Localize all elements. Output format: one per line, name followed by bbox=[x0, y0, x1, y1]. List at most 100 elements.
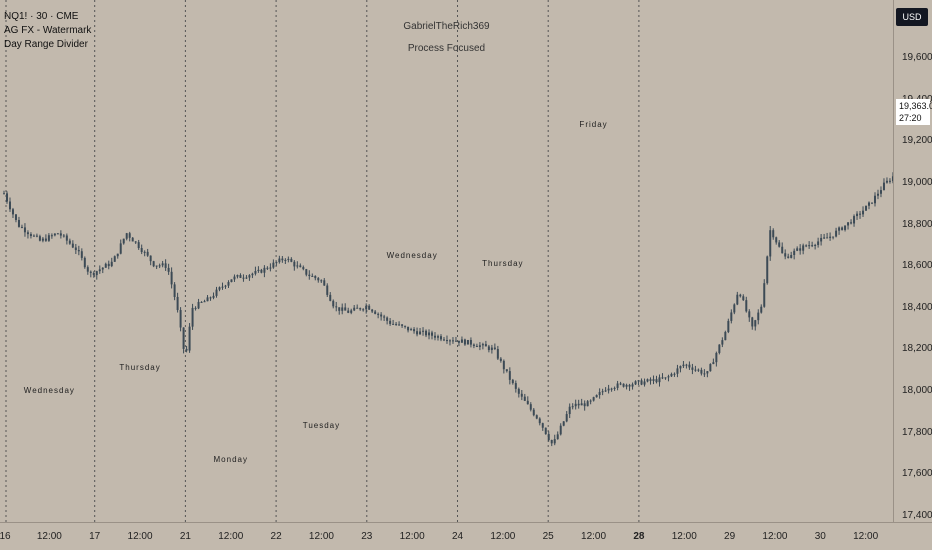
candle-body bbox=[766, 256, 769, 284]
candle-body bbox=[718, 344, 721, 353]
candle-body bbox=[550, 439, 553, 444]
candle-body bbox=[568, 406, 571, 415]
candle-body bbox=[715, 352, 718, 363]
price-scale[interactable]: 19,600.0019,400.0019,200.0019,000.0018,8… bbox=[893, 0, 932, 522]
candle-body bbox=[278, 258, 281, 263]
candle-body bbox=[604, 390, 607, 392]
candle-body bbox=[170, 271, 173, 285]
candle-body bbox=[122, 238, 125, 244]
candle-body bbox=[673, 373, 676, 375]
candle-body bbox=[89, 271, 92, 273]
candle-body bbox=[688, 364, 691, 368]
candle-body bbox=[637, 380, 640, 382]
candle-body bbox=[778, 242, 781, 247]
candle-body bbox=[281, 258, 284, 261]
candle-body bbox=[209, 297, 212, 299]
candle-body bbox=[700, 369, 703, 374]
candle-body bbox=[395, 323, 398, 325]
candle-body bbox=[131, 237, 134, 242]
currency-button[interactable]: USD bbox=[896, 8, 928, 26]
candle-body bbox=[460, 339, 463, 343]
day-label: Wednesday bbox=[386, 250, 438, 260]
candle-body bbox=[419, 331, 422, 335]
candle-body bbox=[86, 267, 89, 272]
chart-area[interactable]: NQ1! · 30 · CME AG FX - Watermark Day Ra… bbox=[0, 0, 932, 522]
candle-body bbox=[338, 307, 341, 311]
indicator-divider-label[interactable]: Day Range Divider bbox=[4, 39, 88, 50]
candle-body bbox=[829, 236, 832, 238]
price-tick-label: 18,800.00 bbox=[902, 218, 932, 230]
candle-body bbox=[496, 349, 499, 359]
candle-body bbox=[323, 280, 326, 286]
candle-body bbox=[691, 367, 694, 370]
time-scale[interactable]: 16 12:00 17 12:00 21 12:00 22 12:00 23 12:00 24 12:… bbox=[0, 522, 932, 550]
candle-body bbox=[526, 400, 529, 405]
candle-body bbox=[784, 253, 787, 257]
candle-body bbox=[425, 330, 428, 336]
candle-body bbox=[161, 263, 164, 266]
candle-body bbox=[311, 275, 314, 277]
candle-body bbox=[508, 371, 511, 380]
candle-body bbox=[296, 265, 299, 267]
candle-body bbox=[320, 280, 323, 282]
candle-body bbox=[754, 320, 757, 327]
time-tick-label: 12:00 bbox=[127, 531, 153, 542]
day-label: Monday bbox=[213, 454, 248, 464]
candle-body bbox=[832, 236, 835, 238]
candle-body bbox=[448, 340, 451, 342]
candle-body bbox=[248, 275, 251, 278]
candle-body bbox=[514, 383, 517, 389]
candle-body bbox=[835, 230, 838, 237]
candle-body bbox=[26, 232, 29, 235]
candle-body bbox=[658, 377, 661, 383]
candle-body bbox=[760, 306, 763, 313]
candle-body bbox=[694, 369, 697, 371]
candle-body bbox=[194, 307, 197, 309]
candle-body bbox=[59, 233, 62, 236]
candle-body bbox=[65, 235, 68, 241]
candle-body bbox=[113, 256, 116, 262]
candle-body bbox=[457, 340, 460, 343]
candle-body bbox=[873, 195, 876, 204]
candle-body bbox=[634, 381, 637, 385]
time-tick-label: 28 bbox=[633, 531, 645, 542]
candle-body bbox=[110, 261, 113, 267]
time-tick-label: 12:00 bbox=[581, 531, 607, 542]
candle-body bbox=[356, 307, 359, 309]
candle-body bbox=[454, 340, 457, 342]
price-tick-label: 17,400.00 bbox=[902, 510, 932, 521]
candle-body bbox=[532, 409, 535, 416]
candle-body bbox=[173, 284, 176, 297]
candle-body bbox=[562, 421, 565, 426]
candle-body bbox=[107, 263, 110, 267]
candle-body bbox=[389, 320, 392, 324]
candle-body bbox=[284, 259, 287, 261]
candle-body bbox=[607, 388, 610, 391]
candle-body bbox=[466, 339, 469, 345]
candle-body bbox=[227, 282, 230, 286]
candle-body bbox=[811, 245, 814, 247]
candle-body bbox=[422, 330, 425, 332]
candle-body bbox=[493, 347, 496, 350]
candle-body bbox=[847, 222, 850, 226]
price-tick-label: 18,600.00 bbox=[902, 260, 932, 272]
candle-body bbox=[499, 358, 502, 361]
candle-body bbox=[206, 297, 209, 302]
day-label: Thursday bbox=[119, 363, 161, 373]
candle-body bbox=[670, 373, 673, 377]
candle-body bbox=[541, 423, 544, 428]
candle-body bbox=[538, 418, 541, 424]
candle-body bbox=[565, 414, 568, 422]
candle-body bbox=[167, 267, 170, 272]
candle-body bbox=[772, 230, 775, 238]
candle-body bbox=[128, 233, 131, 238]
candle-body bbox=[748, 311, 751, 318]
candle-body bbox=[739, 294, 742, 297]
candle-body bbox=[101, 267, 104, 270]
indicator-watermark-label[interactable]: AG FX - Watermark bbox=[4, 25, 92, 36]
candle-body bbox=[511, 379, 514, 384]
symbol-title[interactable]: NQ1! · 30 · CME bbox=[4, 11, 79, 22]
candle-body bbox=[592, 397, 595, 401]
candle-body bbox=[490, 347, 493, 351]
candle-body bbox=[44, 238, 47, 241]
